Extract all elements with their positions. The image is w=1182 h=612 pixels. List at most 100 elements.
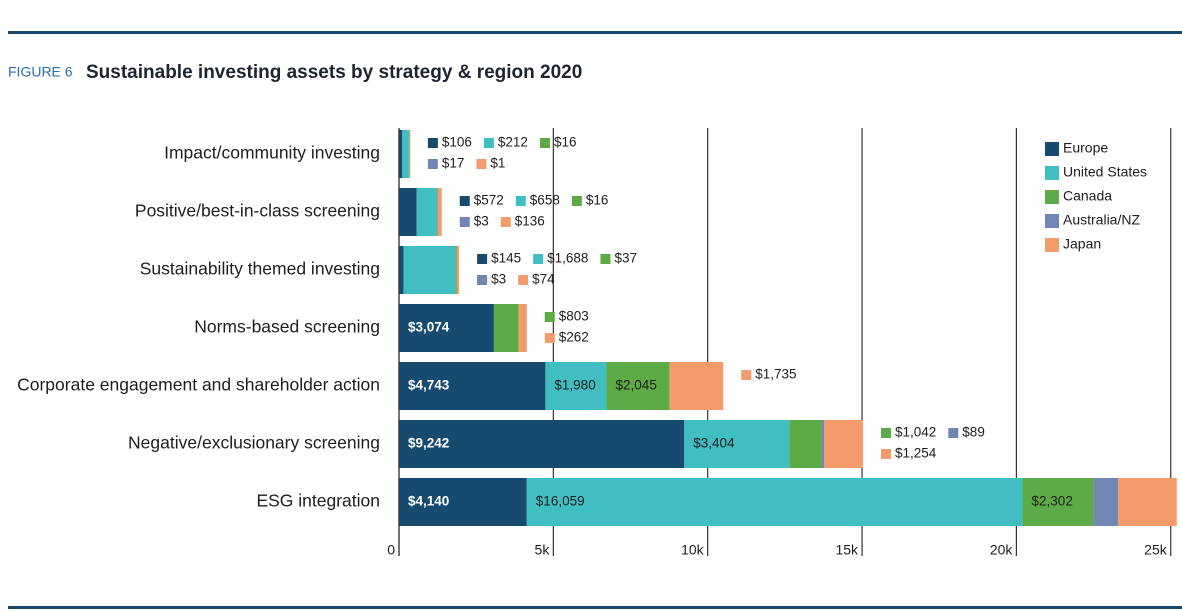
bar-segment [455, 246, 457, 294]
value-label: $212 [498, 135, 528, 150]
bar-segment [526, 478, 1023, 526]
value-label: $3,404 [693, 436, 735, 451]
bar-segment [789, 420, 822, 468]
value-label: $145 [491, 251, 521, 266]
value-label: $2,302 [1032, 494, 1073, 509]
value-label: $1,735 [755, 367, 796, 382]
value-label: $74 [532, 272, 555, 287]
label-swatch [459, 217, 470, 227]
bar-segment [606, 362, 670, 410]
label-swatch [518, 275, 529, 285]
bar-segment [399, 130, 403, 178]
value-label: $2,045 [616, 378, 657, 393]
legend-label: Japan [1063, 236, 1101, 252]
label-swatch [427, 138, 438, 148]
label-swatch [476, 159, 487, 169]
value-label: $9,242 [408, 436, 449, 451]
x-tick-label: 0 [387, 542, 395, 558]
category-label: Norms-based screening [194, 317, 380, 337]
value-label: $1,042 [895, 425, 936, 440]
value-label: $262 [559, 330, 589, 345]
value-label: $3,074 [408, 320, 450, 335]
x-tick-label: 5k [535, 542, 551, 558]
x-tick-label: 10k [681, 542, 705, 558]
label-swatch [881, 449, 892, 459]
legend-label: Canada [1063, 188, 1112, 204]
value-label: $106 [442, 135, 472, 150]
label-swatch [533, 254, 544, 264]
label-swatch [477, 254, 488, 264]
bar-segment [1022, 478, 1094, 526]
label-swatch [539, 138, 550, 148]
value-label: $3 [474, 214, 489, 229]
figure-label: FIGURE 6 [8, 64, 73, 80]
bar-segment [493, 304, 519, 352]
bar-segment [669, 362, 724, 410]
value-label: $1 [490, 156, 505, 171]
bar-segment [824, 420, 864, 468]
category-label: Negative/exclusionary screening [128, 433, 380, 453]
bar-segment [399, 188, 417, 236]
bar-segment [402, 130, 409, 178]
top-rule [8, 31, 1182, 34]
value-label: $3 [491, 272, 506, 287]
bottom-rule [8, 606, 1182, 609]
bar-segment [408, 130, 410, 178]
category-label: Positive/best-in-class screening [135, 201, 380, 221]
label-swatch [544, 333, 555, 343]
bar-segment [1093, 478, 1119, 526]
bar-segment [1118, 478, 1177, 526]
legend-label: Europe [1063, 140, 1108, 156]
category-label: Sustainability themed investing [140, 259, 380, 279]
bar-segment [403, 246, 456, 294]
bar-segment [821, 420, 825, 468]
category-label: ESG integration [256, 491, 380, 511]
bar-segment [399, 246, 404, 294]
value-label: $89 [962, 425, 985, 440]
label-swatch [427, 159, 438, 169]
chart-title: Sustainable investing assets by strategy… [86, 62, 582, 83]
label-swatch [483, 138, 494, 148]
value-label: $136 [515, 214, 545, 229]
bar-segment [437, 188, 442, 236]
value-label: $658 [530, 193, 560, 208]
label-swatch [459, 196, 470, 206]
bar-segment [518, 304, 527, 352]
label-swatch [948, 428, 959, 438]
label-swatch [544, 312, 555, 322]
bar-segment [684, 420, 790, 468]
legend-swatch [1045, 238, 1059, 252]
value-label: $17 [442, 156, 465, 171]
value-label: $1,980 [554, 378, 595, 393]
value-label: $572 [474, 193, 504, 208]
bar-segment [409, 130, 410, 178]
legend-label: Australia/NZ [1063, 212, 1140, 228]
legend-swatch [1045, 166, 1059, 180]
label-swatch [600, 254, 611, 264]
value-label: $4,743 [408, 378, 450, 393]
legend-swatch [1045, 142, 1059, 156]
label-swatch [515, 196, 526, 206]
value-label: $1,254 [895, 446, 937, 461]
bar-segment [436, 188, 438, 236]
label-swatch [881, 428, 892, 438]
bar-segment [399, 362, 546, 410]
value-label: $16,059 [536, 494, 585, 509]
bar-segment [409, 130, 411, 178]
label-swatch [741, 370, 752, 380]
value-label: $16 [554, 135, 577, 150]
bar-segment [456, 246, 460, 294]
label-swatch [571, 196, 582, 206]
bar-segment [545, 362, 607, 410]
x-tick-label: 25k [1144, 542, 1168, 558]
x-tick-label: 15k [835, 542, 859, 558]
value-label: $16 [586, 193, 609, 208]
value-label: $803 [559, 309, 589, 324]
category-label: Corporate engagement and shareholder act… [17, 375, 380, 395]
category-label: Impact/community investing [164, 143, 380, 163]
bar-segment [416, 188, 437, 236]
bar-segment [399, 304, 494, 352]
legend-swatch [1045, 214, 1059, 228]
value-label: $1,688 [547, 251, 588, 266]
